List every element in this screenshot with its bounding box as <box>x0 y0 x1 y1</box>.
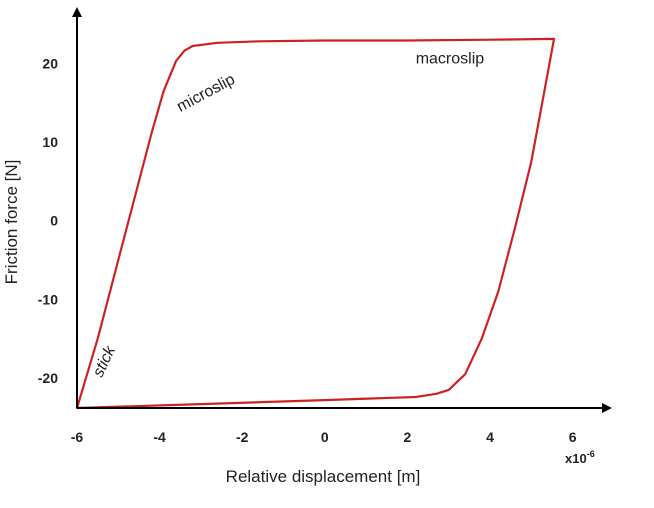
x-multiplier-exponent: -6 <box>587 449 595 459</box>
x-tick-label: 2 <box>404 429 412 445</box>
x-tick-label: -2 <box>236 429 249 445</box>
x-axis-multiplier: x10-6 <box>565 449 595 466</box>
x-tick-label: -4 <box>153 429 166 445</box>
y-tick-group: -20 -10 0 10 20 <box>38 55 58 386</box>
series-layer <box>75 37 556 410</box>
x-tick-label: 4 <box>486 429 494 445</box>
y-tick-label: 10 <box>42 134 58 150</box>
x-multiplier-base: x10 <box>565 451 587 466</box>
hysteresis-loop-line <box>75 37 556 410</box>
x-tick-group: -6 -4 -2 0 2 4 6 <box>71 429 577 445</box>
y-axis-title: Friction force [N] <box>2 160 21 285</box>
x-tick-label: 6 <box>569 429 577 445</box>
x-tick-label: 0 <box>321 429 329 445</box>
y-tick-label: 0 <box>50 213 58 229</box>
y-tick-label: -10 <box>38 291 58 307</box>
annotation-microslip: microslip <box>174 71 238 116</box>
y-tick-label: -20 <box>38 370 58 386</box>
y-tick-label: 20 <box>42 55 58 71</box>
x-tick-label: -6 <box>71 429 84 445</box>
annotation-macroslip: macroslip <box>416 50 485 67</box>
x-axis-title: Relative displacement [m] <box>226 467 421 486</box>
